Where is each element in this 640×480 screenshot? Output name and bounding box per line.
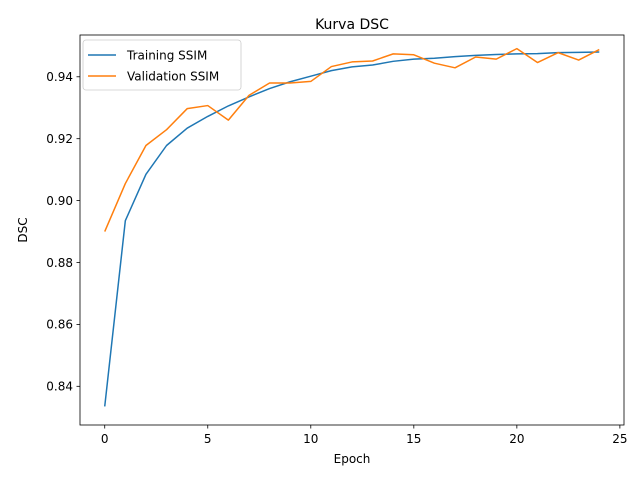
y-axis: 0.84 0.86 0.88 0.90 0.92 0.94 xyxy=(46,70,80,394)
legend-label-2: Validation SSIM xyxy=(127,69,219,83)
series-layer xyxy=(103,47,600,407)
series-line-2 xyxy=(104,47,600,232)
y-tick-label: 0.92 xyxy=(46,132,73,146)
x-axis: 0 5 10 15 20 25 xyxy=(101,425,628,446)
x-tick-label: 20 xyxy=(509,432,524,446)
y-tick-label: 0.94 xyxy=(46,70,73,84)
plot-frame xyxy=(79,34,625,426)
legend-box xyxy=(82,39,242,91)
x-tick-label: 15 xyxy=(406,432,421,446)
x-tick-label: 25 xyxy=(612,432,627,446)
y-tick-label: 0.86 xyxy=(46,318,73,332)
legend-label-1: Training SSIM xyxy=(126,48,207,62)
y-tick-label: 0.90 xyxy=(46,194,73,208)
x-tick-label: 5 xyxy=(204,432,212,446)
chart-title: Kurva DSC xyxy=(315,17,389,33)
series-line-1 xyxy=(103,51,600,407)
x-tick-label: 0 xyxy=(101,432,109,446)
y-tick-label: 0.88 xyxy=(46,256,73,270)
legend: Training SSIM Validation SSIM xyxy=(82,39,242,91)
x-axis-label: Epoch xyxy=(334,452,371,466)
y-axis-label: DSC xyxy=(16,217,30,242)
y-tick-label: 0.84 xyxy=(46,380,73,394)
x-tick-label: 10 xyxy=(303,432,318,446)
